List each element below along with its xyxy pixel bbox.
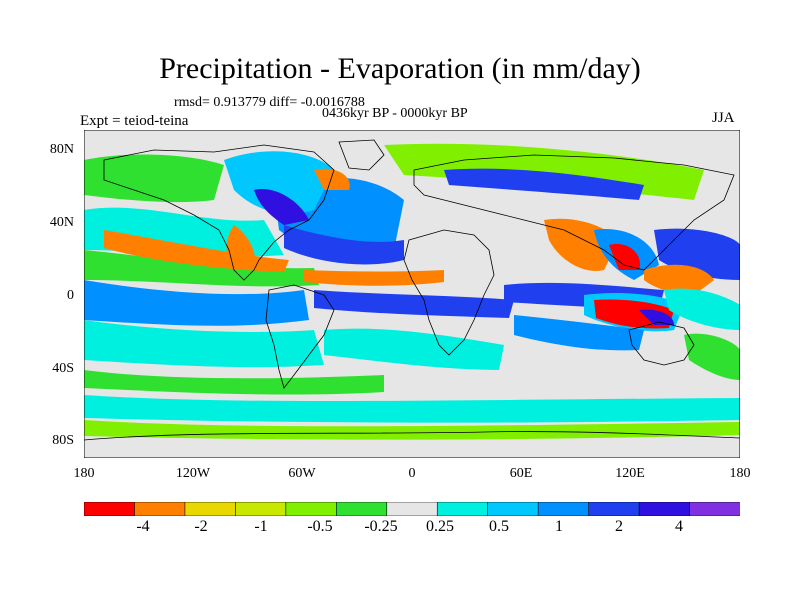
experiment-label: Expt = teiod-teina xyxy=(80,113,189,129)
coastlines xyxy=(84,139,740,441)
anomaly-region xyxy=(609,244,640,270)
colorbar-label: 0.25 xyxy=(426,518,454,535)
eurasia-coast xyxy=(413,154,735,271)
greenland-coast xyxy=(338,139,385,171)
anomaly-region xyxy=(84,320,324,368)
x-tick-label: 60W xyxy=(288,466,316,481)
plot-title: Precipitation - Evaporation (in mm/day) xyxy=(159,52,641,85)
anomaly-region xyxy=(324,328,504,370)
south-america-coast xyxy=(265,284,335,389)
anomaly-region xyxy=(639,309,674,325)
colorbar-label: -0.25 xyxy=(364,518,398,535)
colorbar-swatch xyxy=(487,502,539,516)
x-tick-label: 120W xyxy=(175,466,211,481)
anomaly-region xyxy=(254,189,309,225)
australia-coast xyxy=(628,321,695,366)
anomaly-region xyxy=(84,420,740,440)
colorbar-swatch xyxy=(134,502,186,516)
map-panel xyxy=(84,130,740,458)
colorbar-swatch xyxy=(689,502,740,516)
period-label: 0436kyr BP - 0000kyr BP xyxy=(322,106,468,121)
y-tick-label: 40N xyxy=(49,215,74,230)
anomaly-region xyxy=(226,225,256,270)
rmsd-diff-stats: rmsd= 0.913779 diff= -0.0016788 xyxy=(174,95,365,110)
colorbar-swatch xyxy=(436,502,489,516)
colorbar-label: 4 xyxy=(675,518,683,535)
x-tick-label: 180 xyxy=(729,466,751,481)
colorbar-swatch xyxy=(537,502,590,516)
antarctica-coast xyxy=(84,431,740,441)
colorbar xyxy=(84,502,740,516)
colorbar-swatch xyxy=(285,502,338,516)
north-america-coast xyxy=(103,144,335,281)
colorbar-label: -0.5 xyxy=(307,518,333,535)
y-tick-label: 80S xyxy=(52,433,74,448)
anomaly-region xyxy=(84,370,384,395)
colorbar-label: 0.5 xyxy=(489,518,509,535)
x-tick-label: 180 xyxy=(73,466,95,481)
anomaly-region xyxy=(84,154,224,203)
anomaly-region xyxy=(514,315,644,351)
anomaly-region xyxy=(84,395,740,423)
anomaly-region xyxy=(314,168,350,190)
y-tick-label: 0 xyxy=(67,288,74,303)
anomaly-region xyxy=(284,225,404,265)
africa-coast xyxy=(403,229,495,356)
colorbar-label: -2 xyxy=(194,518,208,535)
colorbar-swatch xyxy=(638,502,691,516)
colorbar-swatch xyxy=(84,502,136,516)
colorbar-swatch xyxy=(235,502,287,516)
colorbar-label: -1 xyxy=(254,518,268,535)
y-tick-label: 40S xyxy=(52,361,74,376)
y-tick-label: 80N xyxy=(49,142,74,157)
anomaly-region xyxy=(684,333,740,380)
colorbar-swatch xyxy=(588,502,640,516)
anomaly-region xyxy=(224,151,334,214)
colorbar-swatch xyxy=(336,502,388,516)
colorbar-swatch xyxy=(184,502,237,516)
colorbar-label: -4 xyxy=(136,518,150,535)
precip-evap-field xyxy=(84,143,740,440)
colorbar-label: 1 xyxy=(555,518,563,535)
anomaly-region xyxy=(84,250,319,287)
x-tick-label: 120E xyxy=(615,466,645,481)
anomaly-region xyxy=(644,264,714,295)
colorbar-swatch xyxy=(386,502,439,516)
anomaly-region xyxy=(304,270,444,286)
colorbar-label: 2 xyxy=(615,518,623,535)
season-label: JJA xyxy=(712,110,735,126)
anomaly-region xyxy=(314,290,514,318)
anomaly-region xyxy=(444,168,644,200)
anomaly-region xyxy=(664,288,740,330)
x-tick-label: 0 xyxy=(408,466,416,481)
anomaly-region xyxy=(84,280,309,326)
x-tick-label: 60E xyxy=(509,466,533,481)
